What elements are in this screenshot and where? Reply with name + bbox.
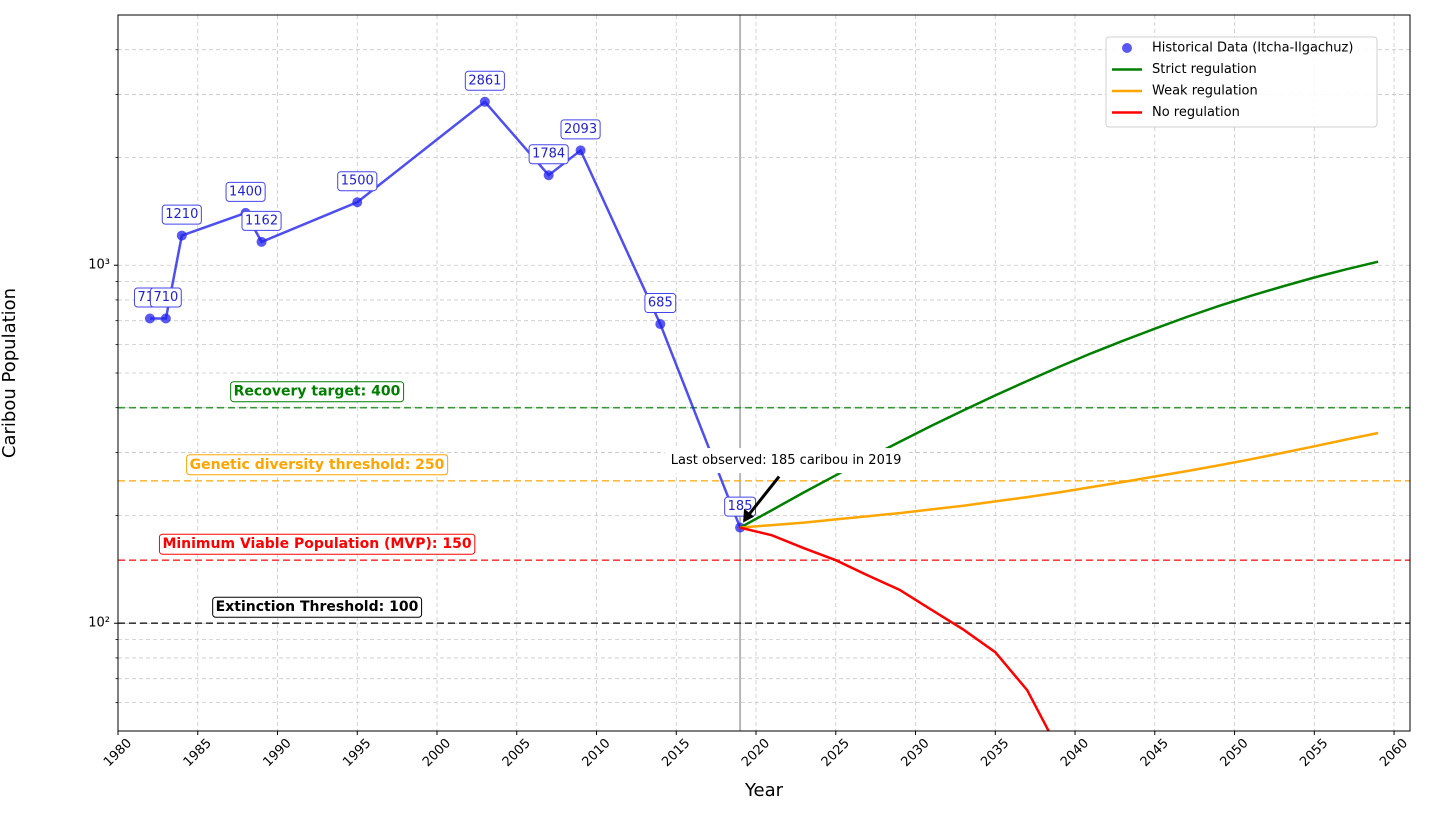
- label-box: [161, 204, 202, 225]
- data-point: [160, 313, 171, 324]
- label-box: [644, 293, 677, 314]
- data-label: 685: [648, 296, 673, 311]
- plot-frame: [117, 14, 1411, 732]
- data-point: [256, 236, 267, 247]
- label-box: [528, 144, 569, 165]
- y-tick-label: 10³: [88, 258, 110, 273]
- data-point: [176, 230, 187, 241]
- threshold-label: Recovery target: 400: [234, 384, 401, 400]
- label-box: [560, 119, 601, 140]
- legend-label: Weak regulation: [1152, 84, 1258, 99]
- x-tick-label: 2005: [500, 736, 534, 770]
- data-label: 1162: [245, 213, 278, 228]
- x-tick-label: 2050: [1218, 736, 1252, 770]
- y-axis-label: Caribou Population: [0, 288, 20, 458]
- label-box: [212, 596, 423, 618]
- threshold-label: Extinction Threshold: 100: [216, 599, 419, 615]
- annotation-text: Last observed: 185 caribou in 2019: [671, 453, 902, 468]
- data-label: 1784: [532, 147, 565, 162]
- x-tick-label: 2040: [1058, 736, 1092, 770]
- x-tick-label: 2015: [659, 736, 693, 770]
- legend-marker: [1122, 43, 1132, 53]
- x-axis-label: Year: [744, 780, 784, 801]
- x-tick-label: 2000: [420, 736, 454, 770]
- grid: [117, 15, 1410, 731]
- annotation-arrow: [746, 475, 781, 517]
- annotation-bg: [664, 448, 908, 474]
- data-point: [144, 313, 155, 324]
- projection-line: [740, 431, 1379, 529]
- legend-box: [1105, 36, 1378, 128]
- x-tick-label: 2025: [819, 736, 853, 770]
- data-label: 2093: [564, 122, 597, 137]
- x-tick-label: 2030: [899, 736, 933, 770]
- x-tick-label: 1990: [261, 736, 295, 770]
- x-tick-label: 2035: [978, 736, 1012, 770]
- x-tick-label: 1980: [101, 736, 135, 770]
- plot-area: [118, 15, 1410, 731]
- x-tick-label: 2045: [1138, 736, 1172, 770]
- label-box: [186, 454, 449, 476]
- data-label: 185: [728, 499, 753, 514]
- threshold-label: Genetic diversity threshold: 250: [190, 457, 445, 473]
- x-tick-label: 2020: [739, 736, 773, 770]
- data-label: 710: [153, 290, 178, 305]
- x-tick-label: 2010: [580, 736, 614, 770]
- label-box: [158, 533, 476, 555]
- legend-label: Historical Data (Itcha-Ilgachuz): [1152, 41, 1353, 56]
- data-point: [575, 145, 586, 156]
- x-tick-label: 2060: [1377, 736, 1411, 770]
- x-tick-label: 1985: [181, 736, 215, 770]
- label-box: [241, 210, 282, 231]
- threshold-label: Minimum Viable Population (MVP): 150: [162, 536, 471, 552]
- data-label: 1400: [229, 184, 262, 199]
- data-point: [352, 197, 363, 208]
- label-box: [464, 70, 505, 91]
- data-point: [543, 170, 554, 181]
- legend-label: No regulation: [1152, 105, 1240, 120]
- data-label: 2861: [468, 73, 501, 88]
- y-tick-label: 10²: [88, 616, 110, 631]
- annotation-arrowhead: [743, 508, 755, 523]
- label-box: [149, 287, 182, 308]
- label-box: [337, 171, 378, 192]
- data-label: 1210: [165, 207, 198, 222]
- data-label: 1500: [341, 174, 374, 189]
- projection-line: [739, 526, 1051, 731]
- legend-label: Strict regulation: [1152, 62, 1257, 77]
- label-box: [225, 181, 266, 202]
- legend: Historical Data (Itcha-Ilgachuz) Strict r…: [1105, 36, 1378, 128]
- data-point: [479, 96, 490, 107]
- x-tick-label: 1995: [340, 736, 374, 770]
- x-tick-label: 2055: [1297, 736, 1331, 770]
- label-box: [230, 381, 405, 403]
- data-point: [655, 319, 666, 330]
